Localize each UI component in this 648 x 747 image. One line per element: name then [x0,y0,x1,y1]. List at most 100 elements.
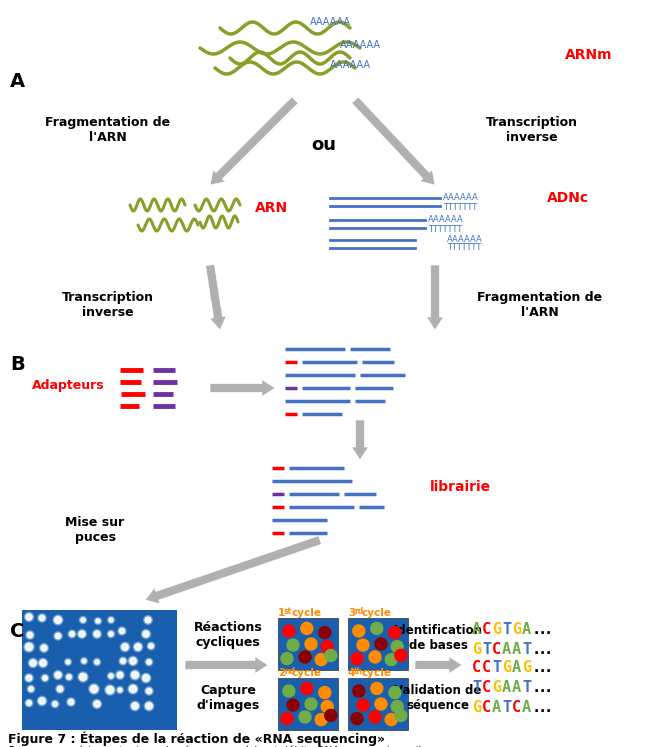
Circle shape [69,631,75,636]
Circle shape [109,618,113,622]
Bar [348,618,408,670]
Bar [348,678,408,730]
Circle shape [299,711,311,723]
Text: .: . [532,701,541,716]
Text: G: G [472,642,481,657]
Text: .: . [544,681,553,695]
Circle shape [68,699,74,704]
Text: Identification
de bases: Identification de bases [393,624,483,652]
Text: ou: ou [312,136,336,154]
Text: librairie: librairie [430,480,491,494]
Circle shape [122,644,128,651]
Text: TTTTTTT: TTTTTTT [447,244,481,252]
Text: .: . [544,622,553,637]
Text: C: C [512,701,521,716]
Text: Fragmentation de
l'ARN: Fragmentation de l'ARN [45,116,170,144]
Circle shape [369,651,381,663]
Text: ARNm: ARNm [565,48,612,62]
Circle shape [95,660,99,664]
Circle shape [132,672,139,678]
Circle shape [144,616,152,624]
Circle shape [371,622,383,634]
Text: ARN: ARN [255,201,288,215]
Circle shape [43,676,47,681]
Circle shape [37,696,47,706]
Circle shape [325,710,337,722]
Circle shape [90,685,98,692]
Circle shape [26,614,32,620]
Text: TTTTTTT: TTTTTTT [443,202,477,211]
Circle shape [132,703,138,710]
Text: A: A [502,642,511,657]
Text: T: T [482,642,491,657]
Circle shape [283,685,295,697]
Polygon shape [351,420,369,460]
Circle shape [141,673,151,683]
Circle shape [130,658,136,664]
Text: 2: 2 [278,668,285,678]
Circle shape [41,645,47,651]
Polygon shape [352,97,435,185]
Circle shape [321,641,333,653]
Circle shape [144,701,154,711]
Text: nd: nd [284,667,295,676]
Circle shape [130,686,137,692]
Text: .: . [538,681,547,695]
Circle shape [38,658,48,668]
Circle shape [395,710,407,722]
Circle shape [53,670,63,680]
Text: Réactions
cycliques: Réactions cycliques [194,621,262,649]
Text: cycle: cycle [362,668,392,678]
Circle shape [395,649,407,661]
Circle shape [351,653,363,665]
Text: th: th [354,667,363,676]
Circle shape [301,683,313,695]
Text: .: . [532,681,541,695]
Text: A: A [522,622,531,637]
Circle shape [26,675,32,681]
Circle shape [55,672,61,678]
Circle shape [287,699,299,711]
Circle shape [39,698,45,704]
Circle shape [66,660,70,664]
Circle shape [27,685,35,693]
Circle shape [143,631,149,637]
Circle shape [79,616,87,624]
Circle shape [128,684,138,694]
Circle shape [391,701,403,713]
Circle shape [351,713,363,725]
Circle shape [146,703,152,710]
Text: Transcription
inverse: Transcription inverse [486,116,578,144]
Text: G: G [522,660,531,675]
Circle shape [25,674,33,682]
Circle shape [106,686,114,694]
Text: G: G [492,622,501,637]
Text: C: C [482,701,491,716]
Circle shape [315,654,327,666]
Polygon shape [426,265,443,330]
Circle shape [385,654,397,666]
Circle shape [121,658,126,663]
Text: AAAAAA: AAAAAA [340,40,381,50]
Circle shape [143,675,150,681]
Circle shape [287,639,299,651]
Circle shape [130,670,140,680]
Circle shape [118,688,122,692]
Text: AAAAAA: AAAAAA [443,193,479,202]
Circle shape [93,630,102,639]
Text: G: G [472,701,481,716]
Circle shape [94,701,100,707]
Text: rd: rd [354,607,364,616]
Text: 4: 4 [348,668,355,678]
Circle shape [29,658,38,668]
Text: Figure 7 : Étapes de la réaction de «RNA sequencing»: Figure 7 : Étapes de la réaction de «RNA… [8,732,385,746]
Circle shape [40,616,45,621]
Circle shape [305,638,317,650]
Circle shape [51,700,59,708]
Polygon shape [205,264,226,330]
Circle shape [25,643,32,651]
Text: T: T [522,642,531,657]
Text: .: . [544,701,553,716]
Circle shape [68,630,76,638]
Text: C: C [482,660,491,675]
